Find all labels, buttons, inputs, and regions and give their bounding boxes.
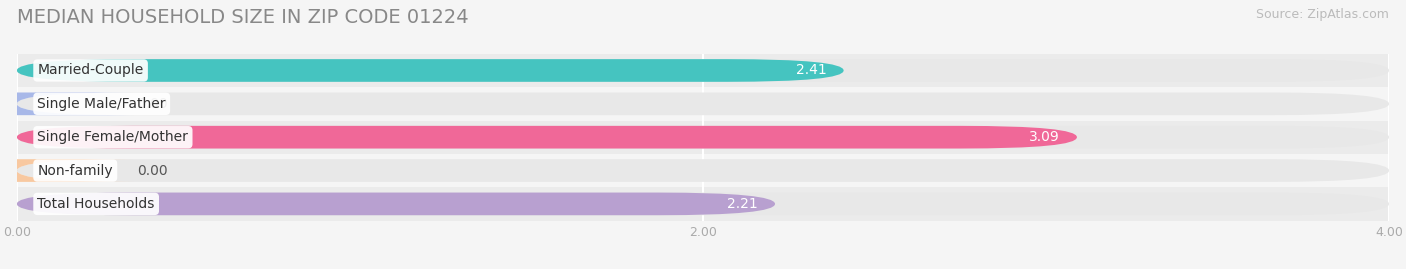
Text: 2.41: 2.41 [796,63,827,77]
Text: Single Male/Father: Single Male/Father [38,97,166,111]
Bar [17,54,1389,87]
FancyBboxPatch shape [17,193,1389,215]
FancyBboxPatch shape [17,193,775,215]
Text: Married-Couple: Married-Couple [38,63,143,77]
Text: Non-family: Non-family [38,164,112,178]
FancyBboxPatch shape [17,59,844,82]
FancyBboxPatch shape [0,159,134,182]
Text: Single Female/Mother: Single Female/Mother [38,130,188,144]
FancyBboxPatch shape [17,159,1389,182]
Bar [17,187,1389,221]
Bar [17,87,1389,121]
Text: 2.21: 2.21 [727,197,758,211]
FancyBboxPatch shape [17,59,1389,82]
FancyBboxPatch shape [17,93,1389,115]
Text: 3.09: 3.09 [1029,130,1060,144]
Text: 0.00: 0.00 [136,164,167,178]
Text: 0.00: 0.00 [136,97,167,111]
Text: MEDIAN HOUSEHOLD SIZE IN ZIP CODE 01224: MEDIAN HOUSEHOLD SIZE IN ZIP CODE 01224 [17,8,468,27]
Text: Total Households: Total Households [38,197,155,211]
Text: Source: ZipAtlas.com: Source: ZipAtlas.com [1256,8,1389,21]
Bar [17,154,1389,187]
Bar [17,121,1389,154]
FancyBboxPatch shape [17,126,1077,148]
FancyBboxPatch shape [0,93,134,115]
FancyBboxPatch shape [17,126,1389,148]
